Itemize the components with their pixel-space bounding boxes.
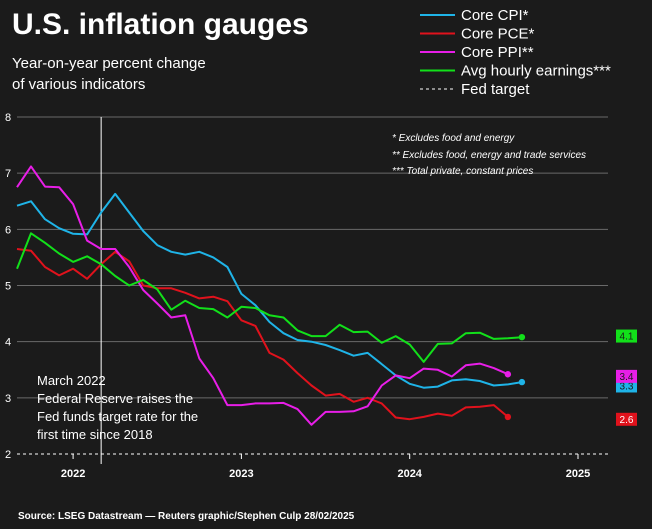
legend-label-1: Core PCE* bbox=[461, 26, 535, 43]
gridlines bbox=[17, 116, 608, 399]
end-label-1: 2.6 bbox=[620, 415, 634, 426]
end-label-box-2 bbox=[616, 369, 637, 383]
source-note: Source: LSEG Datastream — Reuters graphi… bbox=[18, 511, 355, 522]
series-lines bbox=[16, 165, 523, 426]
y-tick-label: 7 bbox=[5, 168, 11, 180]
legend-label-0: Core CPI* bbox=[461, 7, 529, 24]
legend: Core CPI* Core PCE*Core PPI** Avg hourly e… bbox=[420, 7, 611, 98]
y-tick-label: 5 bbox=[5, 281, 11, 293]
series-end-marker-0 bbox=[518, 378, 526, 386]
annotation-line-1: March 2022 bbox=[37, 373, 106, 388]
end-label-3: 4.1 bbox=[620, 332, 634, 343]
footnote-3: *** Total private, constant prices bbox=[392, 166, 533, 177]
legend-label-2: Core PPI** bbox=[461, 44, 534, 61]
series-line-2 bbox=[16, 165, 509, 426]
footnote-1: * Excludes food and energy bbox=[392, 133, 515, 144]
end-markers: 3.3 2.6 3.4 4.1 bbox=[504, 329, 637, 426]
x-tick-label: 2022 bbox=[61, 468, 85, 480]
annotation-line-4: first time since 2018 bbox=[37, 427, 153, 442]
series-end-marker-1 bbox=[504, 413, 512, 421]
x-tick-label: 2023 bbox=[229, 468, 253, 480]
series-line-0 bbox=[16, 192, 523, 389]
series-line-1 bbox=[16, 248, 509, 421]
y-tick-label: 3 bbox=[5, 393, 11, 405]
legend-label-3: Avg hourly earnings*** bbox=[461, 63, 611, 80]
end-label-box-3 bbox=[616, 329, 637, 343]
x-axis: 2022 2023 2024 2025 bbox=[61, 454, 590, 480]
annotation-line-2: Federal Reserve raises the bbox=[37, 391, 193, 406]
end-label-box-1 bbox=[616, 412, 637, 426]
chart-title: U.S. inflation gauges bbox=[12, 8, 309, 41]
y-axis: 2 3 4 5 6 7 8 bbox=[5, 112, 11, 461]
footnotes: * Excludes food and energy ** Excludes f… bbox=[392, 133, 586, 177]
chart-subtitle-line2: of various indicators bbox=[12, 76, 145, 93]
end-label-0: 3.3 bbox=[620, 381, 634, 392]
y-tick-label: 2 bbox=[5, 449, 11, 461]
y-tick-label: 6 bbox=[5, 224, 11, 236]
series-line-3 bbox=[16, 232, 522, 363]
x-tick-label: 2025 bbox=[566, 468, 590, 480]
y-tick-label: 4 bbox=[5, 337, 11, 349]
x-tick-label: 2024 bbox=[397, 468, 422, 480]
end-label-2: 3.4 bbox=[620, 372, 634, 383]
series-end-marker-3 bbox=[518, 333, 526, 341]
chart-subtitle-line1: Year-on-year percent change bbox=[12, 55, 206, 72]
annotation-line-3: Fed funds target rate for the bbox=[37, 409, 198, 424]
annotation: March 2022 Federal Reserve raises the Fe… bbox=[37, 373, 198, 442]
y-tick-label: 8 bbox=[5, 112, 11, 124]
series-end-marker-2 bbox=[504, 371, 512, 378]
footnote-2: ** Excludes food, energy and trade servi… bbox=[392, 150, 586, 161]
legend-label-4: Fed target bbox=[461, 81, 530, 98]
